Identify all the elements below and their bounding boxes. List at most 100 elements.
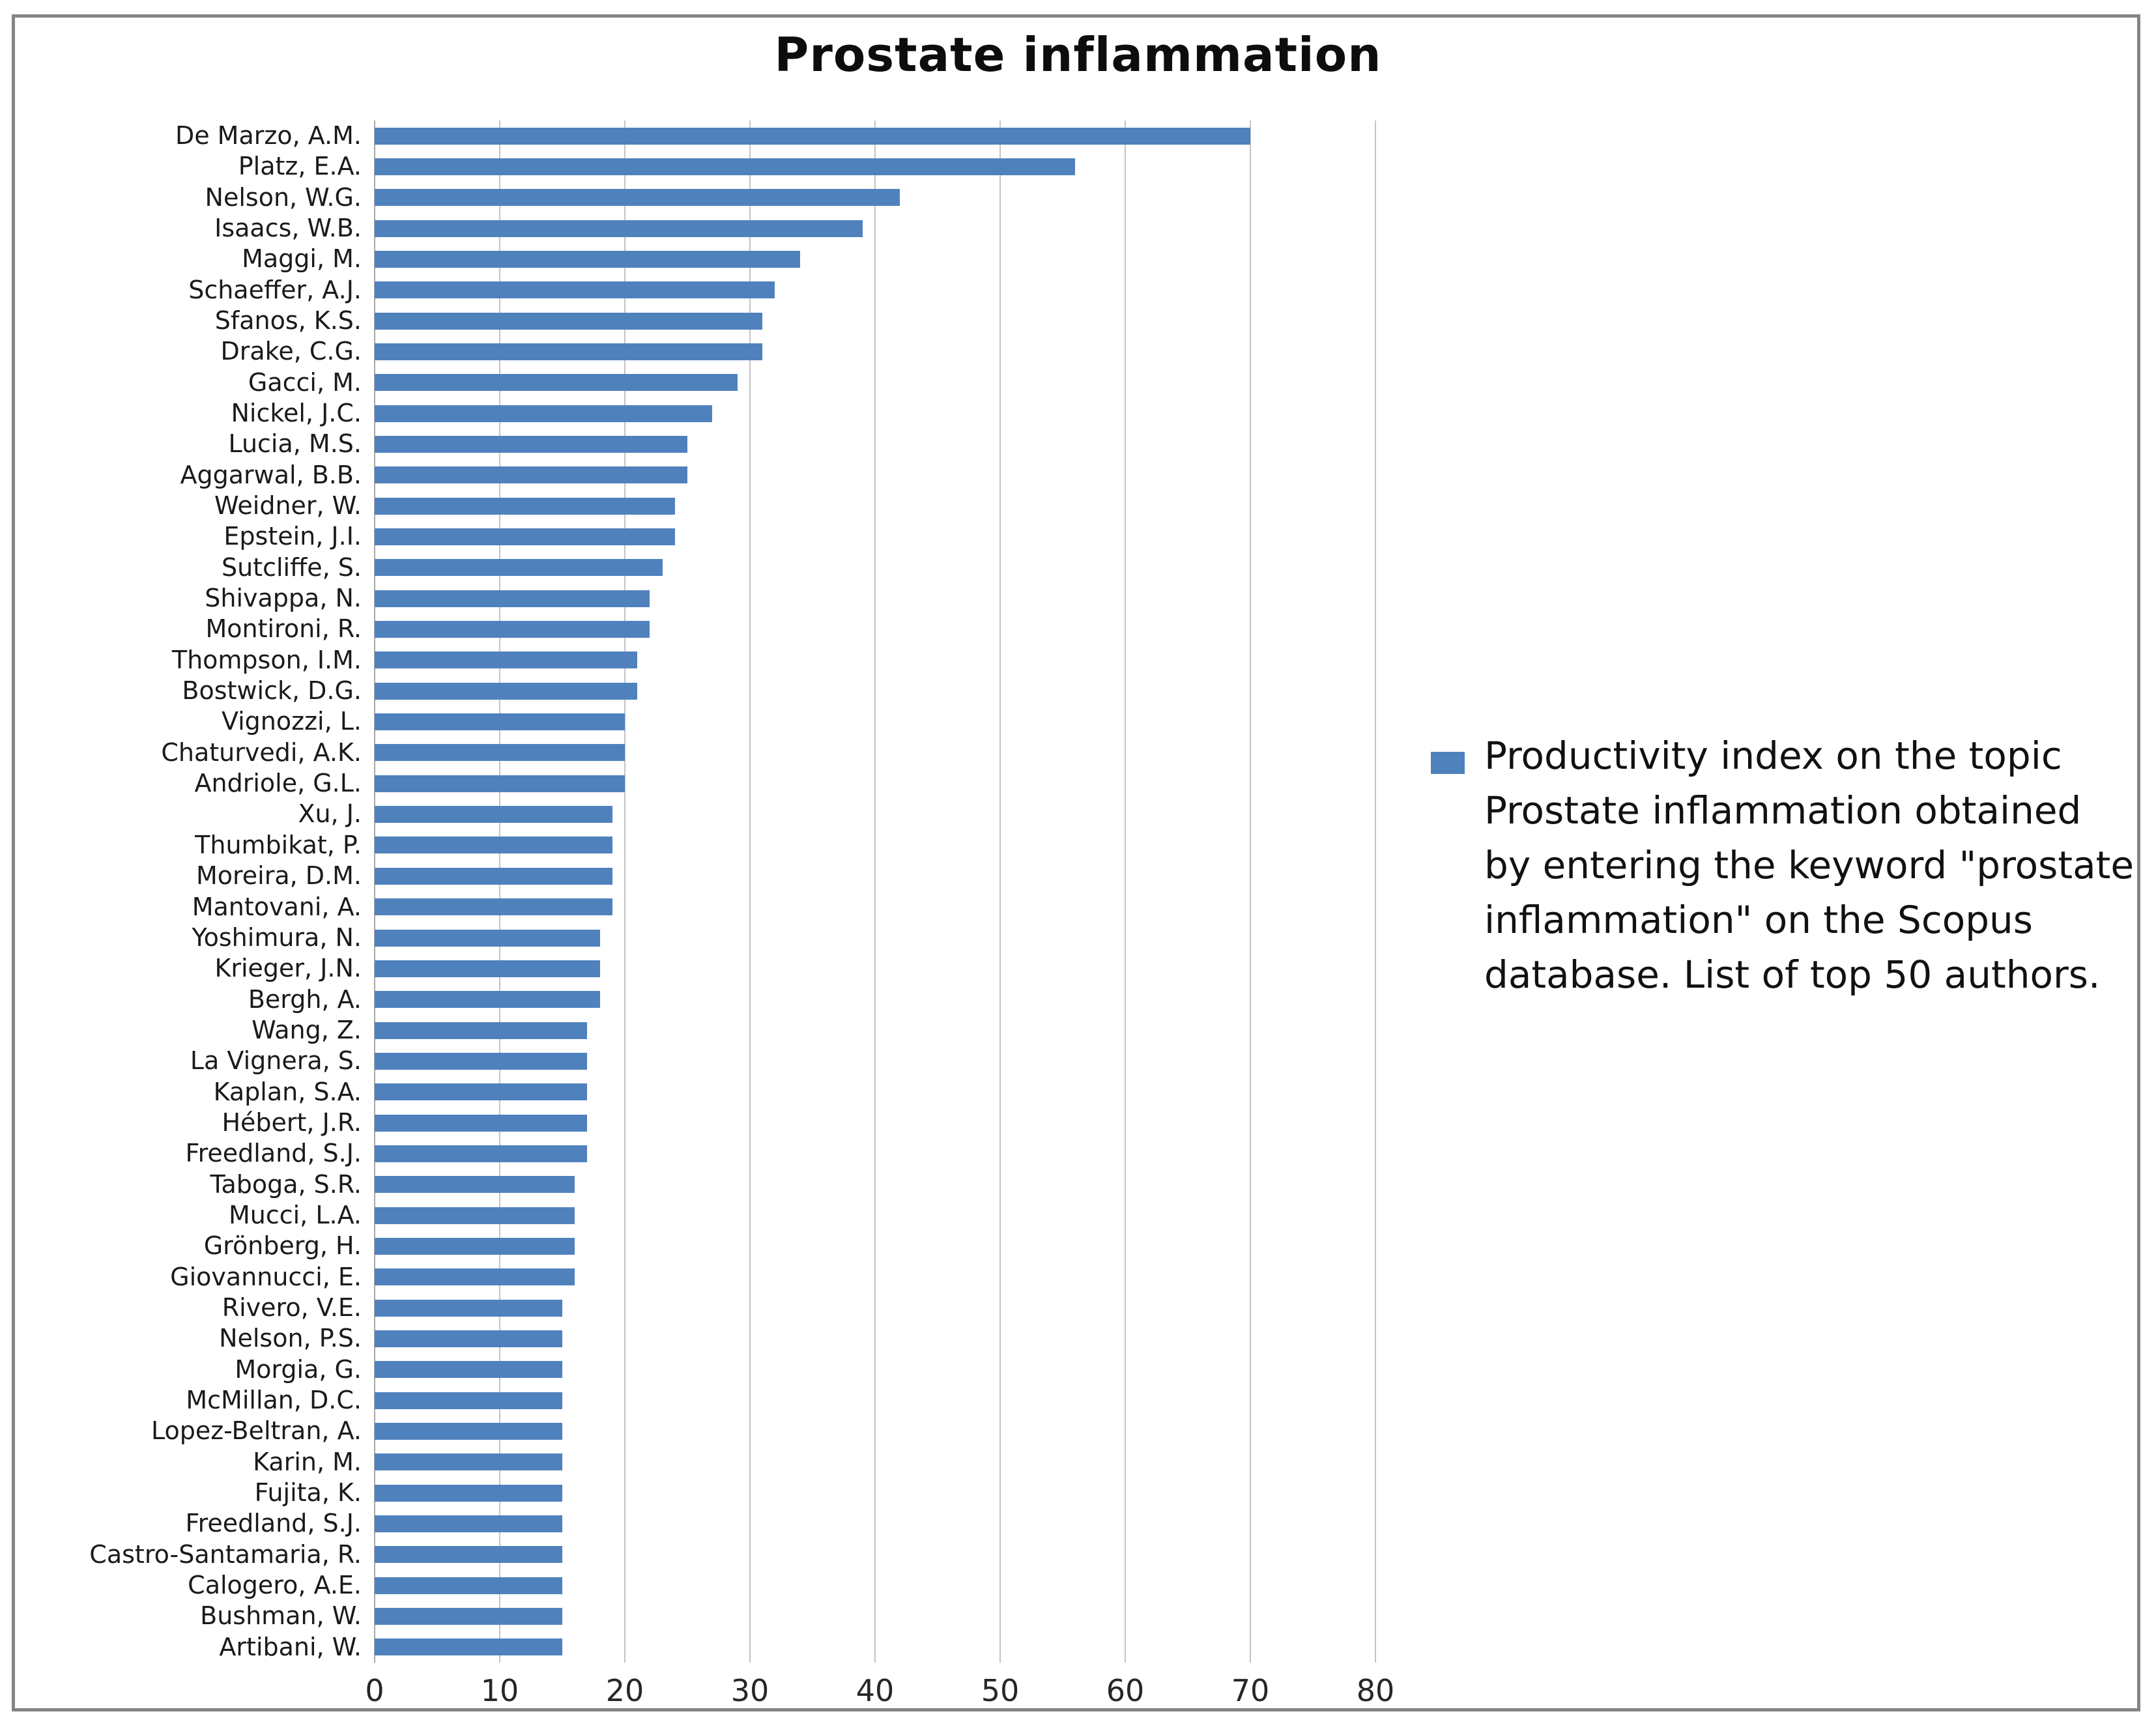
bar [375, 343, 763, 361]
bar [375, 189, 900, 207]
chart-title: Prostate inflammation [774, 27, 1382, 82]
bar [375, 281, 775, 299]
category-label: Bergh, A. [248, 984, 362, 1014]
bar [375, 960, 600, 977]
category-label: Platz, E.A. [238, 152, 362, 181]
category-label: Giovannucci, E. [170, 1262, 362, 1291]
bar [375, 1484, 562, 1502]
bar [375, 220, 863, 237]
bar [375, 713, 625, 731]
category-label: Shivappa, N. [205, 584, 362, 613]
category-label: Nelson, P.S. [219, 1324, 362, 1353]
category-label: Bushman, W. [200, 1601, 362, 1631]
bar [375, 1330, 562, 1347]
category-label: Gacci, M. [248, 367, 362, 397]
bar [375, 436, 687, 453]
bar [375, 1145, 588, 1162]
x-tick-label: 10 [480, 1673, 519, 1708]
bar [375, 1607, 562, 1625]
bar [375, 682, 638, 700]
bar [375, 1268, 575, 1286]
x-tick-label: 80 [1356, 1673, 1395, 1708]
gridline [749, 121, 751, 1663]
bar [375, 528, 675, 546]
category-label: Lopez-Beltran, A. [151, 1416, 362, 1446]
category-label: Taboga, S.R. [210, 1169, 362, 1199]
category-label: Krieger, J.N. [214, 954, 362, 983]
bar [375, 1453, 562, 1471]
category-label: Wang, Z. [252, 1015, 362, 1044]
bar [375, 405, 713, 422]
x-tick-label: 50 [981, 1673, 1020, 1708]
gridline [1375, 121, 1376, 1663]
bar [375, 1176, 575, 1194]
category-label: Thumbikat, P. [195, 830, 362, 859]
bar [375, 1515, 562, 1532]
category-label: Karin, M. [253, 1447, 362, 1476]
category-label: McMillan, D.C. [186, 1385, 362, 1414]
category-label: Nelson, W.G. [205, 182, 362, 212]
bar [375, 929, 600, 947]
category-label: La Vignera, S. [190, 1046, 362, 1076]
category-label: Freedland, S.J. [185, 1139, 362, 1168]
gridline [874, 121, 876, 1663]
category-label: Epstein, J.I. [223, 522, 362, 551]
category-label: Yoshimura, N. [192, 923, 362, 952]
category-label: Grönberg, H. [203, 1231, 362, 1261]
gridline [1250, 121, 1251, 1663]
category-label: Morgia, G. [235, 1354, 362, 1384]
category-label: Isaacs, W.B. [214, 214, 362, 243]
gridline [1125, 121, 1126, 1663]
bar [375, 251, 800, 268]
bar [375, 559, 663, 577]
bar [375, 898, 612, 916]
category-label: Nickel, J.C. [231, 399, 362, 428]
category-label: Maggi, M. [242, 244, 362, 274]
category-label: Castro-Santamaria, R. [89, 1539, 362, 1569]
category-label: Weidner, W. [214, 491, 362, 521]
bar [375, 497, 675, 515]
category-label: Andriole, G.L. [194, 769, 362, 798]
x-tick-label: 70 [1231, 1673, 1270, 1708]
category-label: Freedland, S.J. [185, 1509, 362, 1538]
bar [375, 1083, 588, 1101]
bar [375, 312, 763, 330]
bar [375, 991, 600, 1009]
bar [375, 1052, 588, 1070]
category-label: Lucia, M.S. [228, 429, 362, 459]
category-label: Montironi, R. [205, 614, 362, 644]
bar [375, 1361, 562, 1379]
category-label: Vignozzi, L. [221, 707, 362, 736]
bar [375, 1392, 562, 1409]
bar [375, 158, 1076, 175]
category-label: Moreira, D.M. [195, 861, 362, 891]
bar [375, 806, 612, 823]
bar [375, 775, 625, 792]
category-label: Fujita, K. [254, 1478, 362, 1507]
bar [375, 466, 687, 484]
category-label: Sutcliffe, S. [221, 552, 362, 582]
bar [375, 621, 650, 638]
bar [375, 1299, 562, 1317]
category-label: Schaeffer, A.J. [188, 275, 362, 304]
category-label: Mantovani, A. [192, 892, 362, 921]
bar [375, 867, 612, 885]
x-tick-label: 40 [855, 1673, 895, 1708]
bar [375, 1207, 575, 1224]
bar [375, 744, 625, 762]
bar [375, 1022, 588, 1039]
x-tick-label: 0 [365, 1673, 384, 1708]
x-tick-label: 30 [730, 1673, 769, 1708]
category-label: De Marzo, A.M. [175, 121, 362, 150]
category-label: Sfanos, K.S. [214, 306, 362, 336]
category-label: Aggarwal, B.B. [180, 460, 362, 489]
category-label: Thompson, I.M. [171, 645, 362, 674]
gridline [499, 121, 500, 1663]
gridline [999, 121, 1001, 1663]
category-label: Chaturvedi, A.K. [161, 737, 362, 767]
category-label: Bostwick, D.G. [182, 676, 362, 706]
y-axis-line [374, 121, 375, 1663]
bar [375, 1577, 562, 1594]
category-label: Artibani, W. [219, 1632, 362, 1661]
